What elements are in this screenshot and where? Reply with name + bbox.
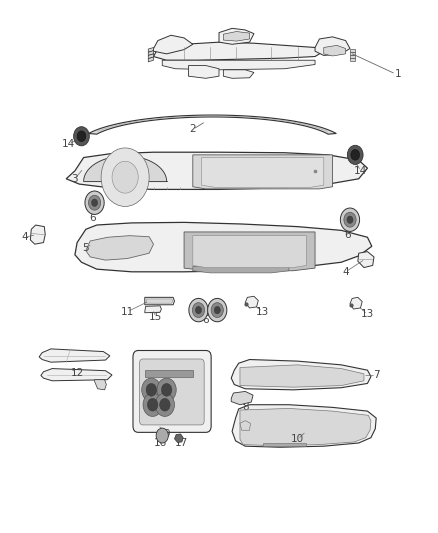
Polygon shape — [315, 37, 350, 55]
Polygon shape — [350, 49, 355, 52]
Polygon shape — [88, 115, 336, 134]
Text: 12: 12 — [71, 368, 84, 378]
Polygon shape — [350, 58, 355, 61]
Polygon shape — [350, 55, 355, 58]
Circle shape — [156, 428, 168, 443]
Circle shape — [208, 298, 227, 322]
Circle shape — [155, 393, 174, 416]
Polygon shape — [147, 299, 173, 303]
Text: 3: 3 — [71, 174, 78, 184]
Polygon shape — [231, 391, 253, 405]
Circle shape — [112, 161, 138, 193]
Text: 4: 4 — [21, 232, 28, 243]
Circle shape — [143, 393, 162, 416]
Text: 17: 17 — [175, 438, 188, 448]
Polygon shape — [84, 156, 166, 181]
Polygon shape — [219, 28, 254, 44]
Circle shape — [347, 146, 363, 165]
Text: 9: 9 — [163, 429, 170, 439]
Polygon shape — [324, 45, 346, 56]
Text: 11: 11 — [121, 306, 134, 317]
Text: 1: 1 — [395, 69, 401, 79]
Polygon shape — [245, 296, 258, 308]
Polygon shape — [148, 47, 153, 52]
Text: 13: 13 — [256, 306, 269, 317]
Circle shape — [340, 208, 360, 231]
Polygon shape — [240, 365, 364, 387]
Circle shape — [351, 150, 360, 160]
Polygon shape — [95, 379, 106, 390]
Polygon shape — [193, 236, 306, 268]
Polygon shape — [148, 51, 153, 55]
Polygon shape — [193, 155, 332, 189]
Polygon shape — [148, 57, 153, 62]
Text: 14: 14 — [62, 139, 75, 149]
Polygon shape — [201, 158, 324, 187]
Circle shape — [347, 216, 353, 223]
Text: 6: 6 — [203, 314, 209, 325]
FancyBboxPatch shape — [133, 351, 211, 432]
Circle shape — [214, 306, 220, 314]
Text: 8: 8 — [242, 402, 248, 413]
Text: 6: 6 — [89, 213, 95, 223]
Circle shape — [77, 131, 86, 142]
Circle shape — [211, 303, 223, 318]
Polygon shape — [223, 31, 250, 41]
Circle shape — [161, 383, 172, 396]
Polygon shape — [358, 252, 374, 268]
Polygon shape — [263, 443, 306, 446]
Polygon shape — [162, 60, 315, 70]
Polygon shape — [66, 152, 367, 189]
Text: 5: 5 — [82, 243, 89, 253]
Polygon shape — [153, 35, 193, 54]
Polygon shape — [174, 434, 183, 442]
Polygon shape — [231, 360, 371, 390]
Circle shape — [85, 191, 104, 214]
Polygon shape — [350, 297, 362, 309]
Text: 6: 6 — [345, 230, 351, 240]
Circle shape — [92, 199, 98, 206]
Circle shape — [344, 212, 356, 227]
Polygon shape — [350, 52, 355, 55]
Circle shape — [88, 195, 101, 210]
Polygon shape — [223, 70, 254, 78]
Circle shape — [74, 127, 89, 146]
Text: 4: 4 — [343, 267, 349, 277]
Polygon shape — [240, 408, 371, 446]
Text: 2: 2 — [190, 124, 196, 134]
Circle shape — [189, 298, 208, 322]
Circle shape — [142, 378, 161, 401]
Polygon shape — [86, 236, 153, 260]
Circle shape — [157, 378, 176, 401]
Polygon shape — [240, 421, 251, 430]
Polygon shape — [75, 222, 372, 272]
Polygon shape — [188, 66, 219, 78]
Circle shape — [146, 383, 156, 396]
Text: 15: 15 — [149, 312, 162, 322]
Polygon shape — [145, 306, 161, 313]
Polygon shape — [41, 368, 112, 381]
Polygon shape — [184, 232, 315, 271]
Text: 7: 7 — [373, 370, 379, 381]
Polygon shape — [232, 405, 376, 447]
Circle shape — [148, 398, 158, 411]
FancyBboxPatch shape — [140, 359, 204, 425]
Polygon shape — [148, 54, 153, 59]
Circle shape — [195, 306, 201, 314]
Circle shape — [159, 398, 170, 411]
Polygon shape — [145, 370, 193, 376]
Circle shape — [101, 148, 149, 206]
Text: 13: 13 — [361, 309, 374, 319]
Circle shape — [192, 303, 205, 318]
Text: 14: 14 — [354, 166, 367, 176]
Polygon shape — [153, 42, 324, 60]
Polygon shape — [30, 225, 45, 244]
Text: 10: 10 — [291, 434, 304, 445]
Polygon shape — [193, 266, 289, 273]
Polygon shape — [145, 297, 174, 305]
Text: 16: 16 — [153, 438, 167, 448]
Polygon shape — [39, 349, 110, 362]
